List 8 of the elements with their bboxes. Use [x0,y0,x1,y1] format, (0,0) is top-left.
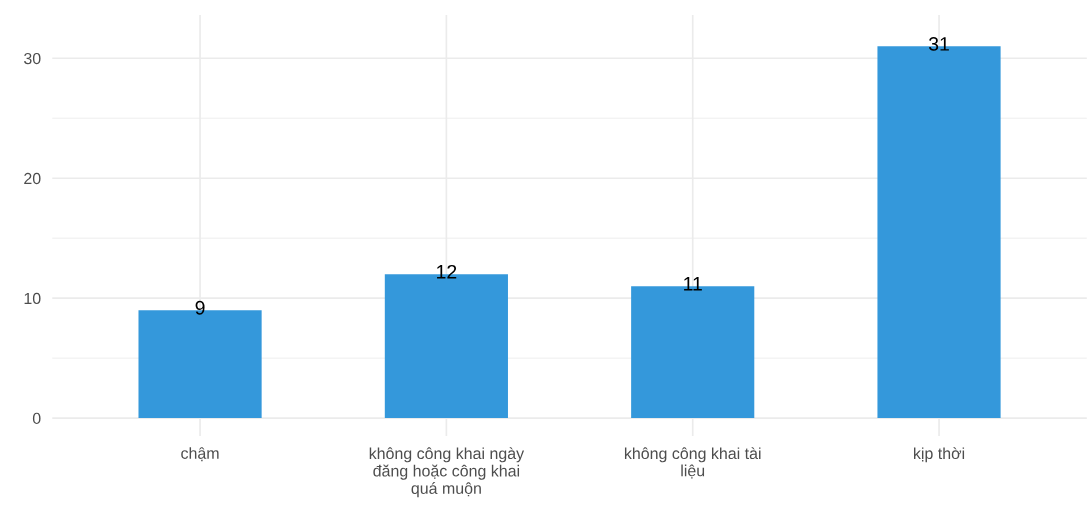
y-tick-label: 0 [32,412,41,425]
y-tick-label: 10 [24,292,41,305]
y-tick-label: 30 [24,52,41,65]
x-tick-label: không công khai ngày đăng hoặc công khai quá muộn [369,447,525,498]
x-tick-label: không công khai tài liệu [624,447,761,479]
x-tick-label: kịp thời [914,447,965,463]
y-tick-label: 20 [24,172,41,185]
x-tick-label: chậm [181,447,219,462]
